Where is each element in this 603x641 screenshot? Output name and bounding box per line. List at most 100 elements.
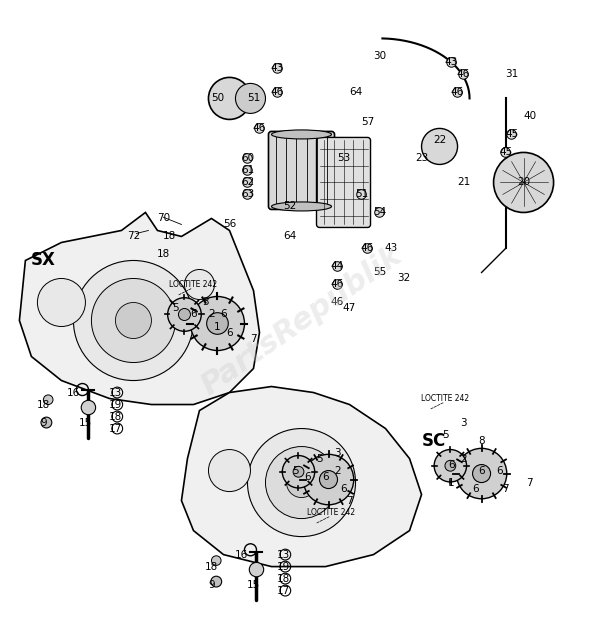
Text: 54: 54 bbox=[373, 208, 386, 217]
Circle shape bbox=[500, 147, 510, 157]
Text: 57: 57 bbox=[361, 117, 374, 128]
Text: 70: 70 bbox=[157, 213, 170, 224]
Circle shape bbox=[242, 165, 252, 175]
Text: 51: 51 bbox=[247, 94, 260, 103]
Text: 16: 16 bbox=[67, 388, 80, 397]
Text: 46: 46 bbox=[331, 297, 344, 308]
Text: 46: 46 bbox=[457, 69, 470, 79]
Text: 22: 22 bbox=[433, 135, 446, 146]
Circle shape bbox=[247, 429, 356, 537]
Text: 56: 56 bbox=[223, 219, 236, 229]
Circle shape bbox=[211, 576, 222, 587]
Circle shape bbox=[434, 449, 467, 482]
Text: 3: 3 bbox=[202, 297, 209, 308]
Circle shape bbox=[41, 417, 52, 428]
Text: 45: 45 bbox=[505, 129, 518, 140]
Text: 8: 8 bbox=[478, 435, 485, 445]
Circle shape bbox=[357, 190, 367, 199]
Circle shape bbox=[37, 278, 86, 326]
Text: 15: 15 bbox=[247, 579, 260, 590]
Text: 43: 43 bbox=[385, 244, 398, 253]
Text: 5: 5 bbox=[442, 429, 449, 440]
Text: 6: 6 bbox=[340, 483, 347, 494]
Text: 7: 7 bbox=[526, 478, 533, 488]
Circle shape bbox=[74, 260, 194, 381]
Circle shape bbox=[185, 269, 215, 299]
Text: 18: 18 bbox=[109, 412, 122, 422]
Circle shape bbox=[168, 297, 201, 331]
Text: 43: 43 bbox=[271, 63, 284, 74]
Text: 15: 15 bbox=[79, 417, 92, 428]
Circle shape bbox=[191, 297, 244, 351]
Text: 23: 23 bbox=[415, 153, 428, 163]
Text: SX: SX bbox=[31, 251, 56, 269]
Circle shape bbox=[459, 70, 469, 79]
Text: 7: 7 bbox=[346, 495, 353, 506]
PathPatch shape bbox=[19, 212, 259, 404]
Text: 18: 18 bbox=[157, 249, 170, 260]
Circle shape bbox=[43, 395, 53, 404]
Text: SC: SC bbox=[421, 431, 446, 449]
Text: LOCTITE 242: LOCTITE 242 bbox=[421, 394, 470, 403]
Text: 50: 50 bbox=[211, 94, 224, 103]
Text: 53: 53 bbox=[337, 153, 350, 163]
Text: 6: 6 bbox=[496, 465, 503, 476]
Text: 5: 5 bbox=[316, 454, 323, 463]
Text: 30: 30 bbox=[373, 51, 386, 62]
Text: 1: 1 bbox=[214, 322, 221, 331]
Text: 46: 46 bbox=[271, 87, 284, 97]
FancyBboxPatch shape bbox=[268, 131, 335, 210]
Circle shape bbox=[273, 88, 282, 97]
Circle shape bbox=[303, 454, 354, 504]
Circle shape bbox=[236, 83, 265, 113]
Text: 7: 7 bbox=[250, 333, 257, 344]
Text: 46: 46 bbox=[361, 244, 374, 253]
Circle shape bbox=[178, 308, 191, 320]
Circle shape bbox=[453, 88, 463, 97]
Text: 3: 3 bbox=[460, 417, 467, 428]
Text: 1: 1 bbox=[448, 478, 455, 488]
Text: 3: 3 bbox=[334, 447, 341, 458]
Circle shape bbox=[242, 154, 252, 163]
Text: 43: 43 bbox=[445, 58, 458, 67]
PathPatch shape bbox=[182, 387, 421, 567]
Text: 13: 13 bbox=[109, 388, 122, 397]
Circle shape bbox=[209, 78, 250, 119]
Text: 45: 45 bbox=[499, 147, 512, 158]
Circle shape bbox=[286, 467, 317, 497]
Text: 6: 6 bbox=[478, 465, 485, 476]
Circle shape bbox=[209, 449, 250, 492]
Text: LOCTITE 242: LOCTITE 242 bbox=[169, 280, 218, 289]
Text: 6: 6 bbox=[304, 472, 311, 481]
Circle shape bbox=[282, 456, 315, 488]
Text: 47: 47 bbox=[343, 303, 356, 313]
Ellipse shape bbox=[271, 202, 332, 211]
Text: 18: 18 bbox=[163, 231, 176, 242]
Text: 62: 62 bbox=[241, 178, 254, 187]
Circle shape bbox=[242, 178, 252, 187]
Circle shape bbox=[81, 401, 96, 415]
Text: 19: 19 bbox=[277, 562, 290, 572]
Circle shape bbox=[456, 448, 507, 499]
Text: 46: 46 bbox=[331, 279, 344, 290]
Text: 61: 61 bbox=[241, 165, 254, 176]
Circle shape bbox=[293, 467, 304, 477]
Text: 46: 46 bbox=[451, 87, 464, 97]
Text: 18: 18 bbox=[37, 399, 50, 410]
Text: LOCTITE 242: LOCTITE 242 bbox=[308, 508, 356, 517]
Text: 9: 9 bbox=[40, 417, 46, 428]
Text: 18: 18 bbox=[277, 574, 290, 583]
Circle shape bbox=[445, 460, 456, 471]
Text: 60: 60 bbox=[241, 153, 254, 163]
Text: 51: 51 bbox=[355, 190, 368, 199]
Text: 19: 19 bbox=[109, 399, 122, 410]
Circle shape bbox=[115, 303, 151, 338]
Text: 6: 6 bbox=[472, 483, 479, 494]
Text: 17: 17 bbox=[109, 424, 122, 433]
Text: 52: 52 bbox=[283, 201, 296, 212]
Text: 6: 6 bbox=[322, 472, 329, 481]
Circle shape bbox=[207, 313, 229, 335]
Circle shape bbox=[320, 470, 338, 488]
Circle shape bbox=[507, 129, 516, 139]
Text: 6: 6 bbox=[190, 310, 197, 319]
